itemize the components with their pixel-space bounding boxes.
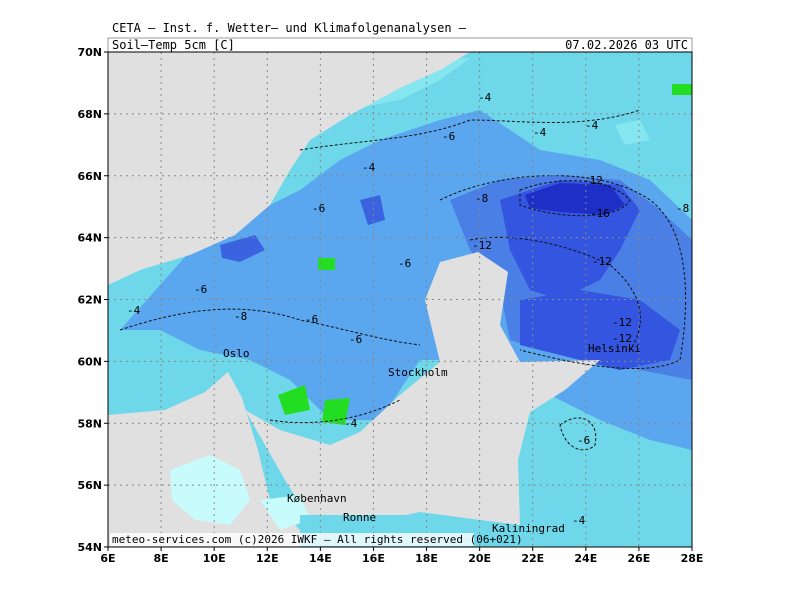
contour-label: -4 <box>127 304 141 317</box>
snow-free-patch <box>322 398 350 425</box>
contour-label: -6 <box>349 333 362 346</box>
contour-label: -4 <box>362 161 376 174</box>
contour-line <box>559 417 597 451</box>
lon-label: 10E <box>203 552 226 565</box>
zone-cold-blob <box>360 195 385 225</box>
contour-label: -4 <box>585 119 599 132</box>
contour-line <box>299 109 641 151</box>
lon-label: 28E <box>681 552 704 565</box>
footer-bg <box>110 533 474 546</box>
zone-minus-16 <box>525 183 625 215</box>
lat-label: 62N <box>77 294 102 307</box>
lon-label: 16E <box>362 552 385 565</box>
lat-label: 58N <box>77 417 102 430</box>
lon-label: 8E <box>154 552 169 565</box>
lon-label: 20E <box>468 552 491 565</box>
contour-label: -6 <box>305 313 318 326</box>
contour-label: -4 <box>478 91 492 104</box>
snow-free-patch <box>278 385 310 415</box>
zone-minus-12b <box>520 290 680 370</box>
snow-free-patch <box>672 84 692 95</box>
lat-label: 54N <box>77 541 102 554</box>
lat-label: 70N <box>77 46 102 59</box>
contour-line <box>119 308 421 346</box>
lat-label: 60N <box>77 355 102 368</box>
lon-label: 14E <box>309 552 332 565</box>
contour-label: -4 <box>344 417 358 430</box>
contour-label: -12 <box>583 174 603 187</box>
place-label: Helsinki <box>588 342 641 355</box>
place-label: Oslo <box>223 347 250 360</box>
lat-label: 56N <box>77 479 102 492</box>
lon-label: 26E <box>627 552 650 565</box>
contour-label: -12 <box>612 316 632 329</box>
zone-cold-blob <box>220 235 265 262</box>
contour-label: -16 <box>590 207 610 220</box>
place-label: Ronne <box>343 511 376 524</box>
contour-label: -12 <box>612 332 632 345</box>
place-label: Kaliningrad <box>492 522 565 535</box>
snow-free-patch <box>318 258 335 270</box>
contour-line <box>519 180 631 217</box>
contour-label: -6 <box>442 130 455 143</box>
lon-label: 12E <box>256 552 279 565</box>
contour-label: -12 <box>592 255 612 268</box>
contour-label: -8 <box>475 192 488 205</box>
contour-label: -4 <box>572 514 586 527</box>
contour-label: -6 <box>194 283 207 296</box>
contour-label: -12 <box>472 239 492 252</box>
lon-label: 24E <box>574 552 597 565</box>
lon-label: 22E <box>521 552 544 565</box>
place-label: Stockholm <box>388 366 448 379</box>
contour-line <box>269 399 401 424</box>
contour-label: -6 <box>398 257 411 270</box>
baltic-sea <box>245 252 600 525</box>
denmark <box>170 455 250 525</box>
contour-label: -6 <box>312 202 325 215</box>
copyright-footer: meteo-services.com (c)2026 IWKF – All ri… <box>112 533 523 546</box>
place-label: København <box>287 492 347 505</box>
lon-label: 6E <box>100 552 115 565</box>
norwegian-sea <box>108 52 470 285</box>
source-header: CETA – Inst. f. Wetter– und Klimafolgena… <box>112 21 467 35</box>
parameter-title: Soil–Temp_5cm [C] <box>112 38 235 52</box>
map-area: Oslo Stockholm Helsinki København Ronne Kalin… <box>108 52 692 547</box>
lon-label: 18E <box>415 552 438 565</box>
contour-label: -4 <box>533 126 547 139</box>
zone-warm-blob <box>615 120 650 145</box>
zealand <box>260 495 310 530</box>
contour-label: -8 <box>234 310 247 323</box>
lat-label: 68N <box>77 108 102 121</box>
contour-label: -8 <box>676 202 689 215</box>
lat-label: 66N <box>77 170 102 183</box>
contour-label: -6 <box>577 434 590 447</box>
datetime: 07.02.2026 03 UTC <box>565 38 688 52</box>
lat-label: 64N <box>77 232 102 245</box>
contour-line <box>439 175 687 370</box>
